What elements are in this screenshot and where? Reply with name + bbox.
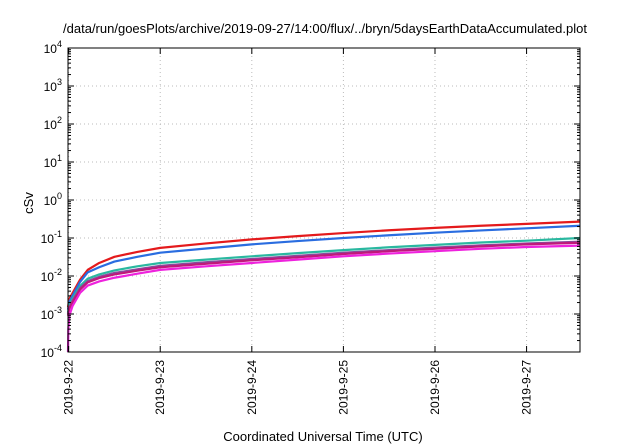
y-tick-label: 10-3 [41, 305, 62, 322]
y-tick-label: 103 [44, 77, 62, 94]
y-axis: 10-4 10-3 10-2 10-1 100 101 102 103 104 [41, 39, 580, 360]
series-line [66, 241, 581, 316]
y-tick-label: 100 [44, 191, 62, 208]
chart-title: /data/run/goesPlots/archive/2019-09-27/1… [63, 21, 587, 36]
y-tick-label: 10-4 [41, 343, 62, 360]
x-axis: 2019-9-22 2019-9-23 2019-9-24 2019-9-25 2019… [62, 48, 534, 415]
y-tick-label: 10-2 [41, 267, 62, 284]
series-line [66, 240, 581, 315]
y-tick-label: 104 [44, 39, 62, 56]
x-tick-label: 2019-9-24 [245, 360, 259, 415]
x-tick-label: 2019-9-23 [153, 360, 167, 415]
series-line [66, 244, 581, 353]
x-tick-label: 2019-9-26 [428, 360, 442, 415]
y-tick-label: 101 [44, 153, 62, 170]
series-line [66, 236, 581, 313]
y-axis-label: cSv [21, 192, 36, 214]
series-lines [66, 220, 581, 353]
x-tick-label: 2019-9-22 [62, 360, 76, 415]
x-tick-label: 2019-9-27 [520, 360, 534, 415]
x-axis-label: Coordinated Universal Time (UTC) [223, 429, 422, 444]
y-tick-label: 102 [44, 115, 62, 132]
x-tick-label: 2019-9-25 [336, 360, 350, 415]
y-tick-label: 10-1 [41, 229, 62, 246]
series-line [66, 224, 581, 310]
grid [68, 48, 580, 352]
